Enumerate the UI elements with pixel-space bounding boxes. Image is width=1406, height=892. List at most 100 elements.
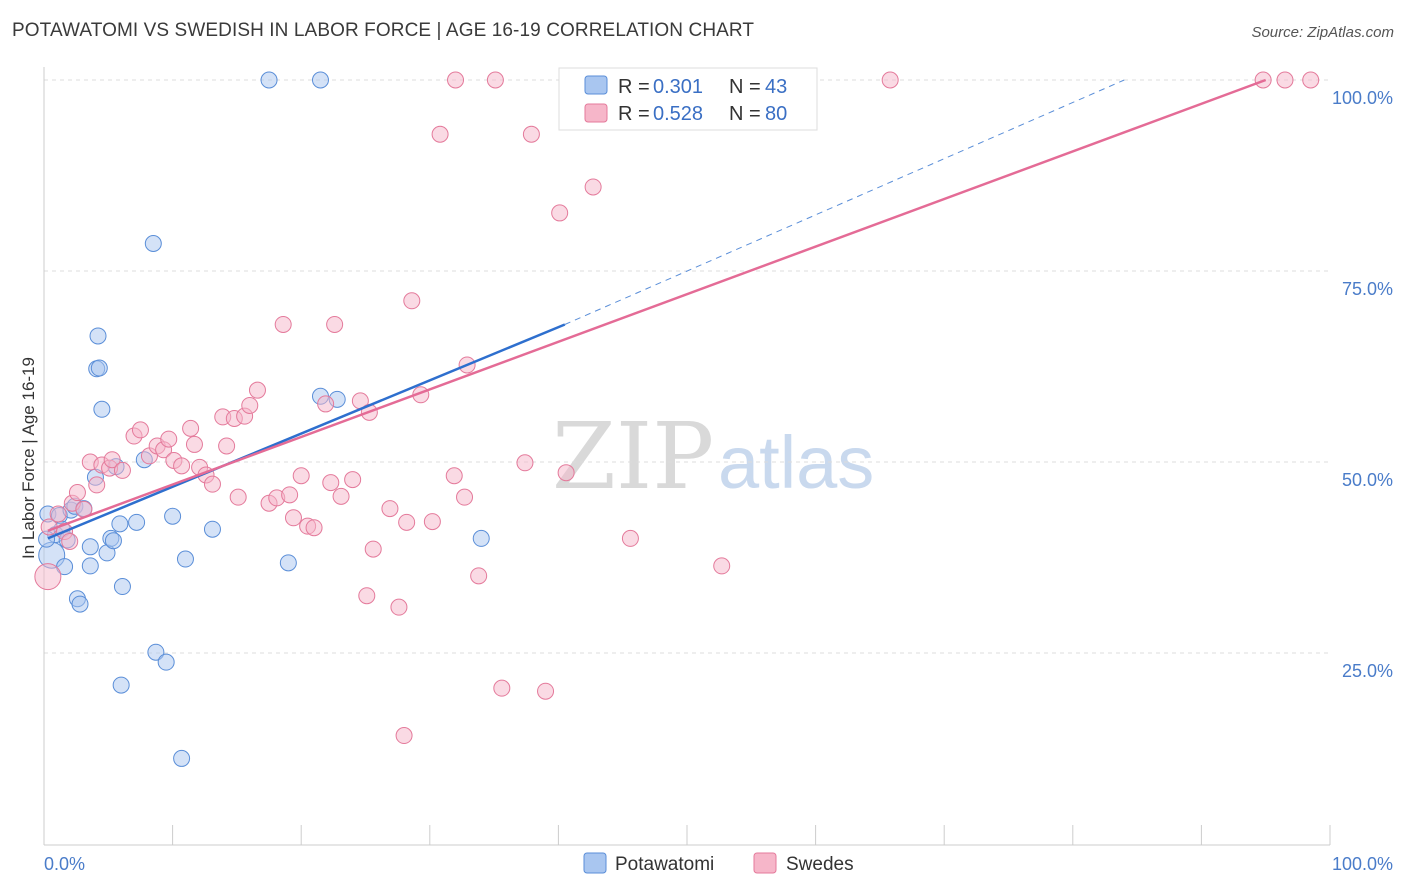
point-potawatomi bbox=[203, 520, 221, 538]
trend-line-swedes bbox=[47, 78, 1267, 532]
point-swedes bbox=[431, 125, 449, 143]
point-swedes bbox=[381, 500, 399, 518]
trend-layer bbox=[47, 78, 1267, 540]
y-tick-label-75: 75.0% bbox=[1342, 279, 1393, 299]
point-potawatomi bbox=[472, 529, 490, 547]
point-swedes bbox=[182, 419, 200, 437]
point-swedes bbox=[423, 513, 441, 531]
point-potawatomi bbox=[71, 595, 89, 613]
bottom-legend-label-potawatomi: Potawatomi bbox=[615, 854, 714, 875]
point-swedes bbox=[185, 435, 203, 453]
point-swedes bbox=[326, 315, 344, 333]
point-potawatomi bbox=[111, 515, 129, 533]
point-potawatomi bbox=[90, 359, 108, 377]
point-swedes bbox=[493, 679, 511, 697]
point-swedes bbox=[881, 71, 899, 89]
chart-title: POTAWATOMI VS SWEDISH IN LABOR FORCE | A… bbox=[12, 20, 755, 41]
point-potawatomi bbox=[113, 578, 131, 596]
legend-swatch-potawatomi bbox=[584, 75, 608, 95]
watermark: ZIP atlas bbox=[552, 403, 874, 510]
point-swedes bbox=[61, 532, 79, 550]
point-swedes bbox=[403, 292, 421, 310]
point-swedes bbox=[358, 587, 376, 605]
point-swedes bbox=[470, 567, 488, 585]
source-label: Source: ZipAtlas.com bbox=[1251, 24, 1394, 41]
point-swedes bbox=[292, 467, 310, 485]
point-potawatomi bbox=[164, 507, 182, 525]
legend-r-label-swedes: R = bbox=[618, 103, 650, 125]
point-swedes bbox=[1302, 71, 1320, 89]
point-potawatomi bbox=[104, 532, 122, 550]
point-potawatomi bbox=[112, 676, 130, 694]
point-swedes bbox=[284, 509, 302, 527]
watermark-zip: ZIP bbox=[552, 403, 714, 510]
point-potawatomi bbox=[157, 653, 175, 671]
point-potawatomi bbox=[89, 327, 107, 345]
point-swedes bbox=[486, 71, 504, 89]
point-swedes bbox=[203, 475, 221, 493]
point-swedes bbox=[49, 505, 67, 523]
point-potawatomi bbox=[81, 538, 99, 556]
legend-n-value-potawatomi: 43 bbox=[765, 76, 787, 98]
x-tick-label-min: 0.0% bbox=[44, 854, 85, 874]
point-swedes bbox=[88, 476, 106, 494]
bottom-legend-swatch-potawatomi bbox=[583, 852, 607, 874]
point-swedes bbox=[551, 204, 569, 222]
legend-r-value-potawatomi: 0.301 bbox=[653, 76, 703, 98]
point-swedes bbox=[274, 315, 292, 333]
gridlines bbox=[44, 79, 1330, 654]
point-swedes bbox=[522, 125, 540, 143]
point-swedes bbox=[713, 557, 731, 575]
point-potawatomi bbox=[147, 643, 165, 661]
trend-extension-potawatomi bbox=[564, 79, 1125, 325]
legend-r-value-swedes: 0.528 bbox=[653, 103, 703, 125]
point-swedes bbox=[557, 464, 575, 482]
legend-n-value-swedes: 80 bbox=[765, 103, 787, 125]
point-potawatomi bbox=[279, 554, 297, 572]
point-swedes bbox=[322, 474, 340, 492]
point-swedes bbox=[248, 381, 266, 399]
point-swedes bbox=[317, 395, 335, 413]
point-swedes bbox=[218, 437, 236, 455]
y-axis-label: In Labor Force | Age 16-19 bbox=[19, 357, 38, 559]
point-swedes bbox=[364, 540, 382, 558]
point-swedes bbox=[537, 682, 555, 700]
point-swedes bbox=[456, 488, 474, 506]
point-swedes bbox=[68, 484, 86, 502]
point-swedes bbox=[395, 727, 413, 745]
series-legend: Potawatomi Swedes bbox=[583, 852, 854, 875]
point-potawatomi bbox=[173, 749, 191, 767]
point-swedes bbox=[398, 513, 416, 531]
points-layer bbox=[34, 71, 1320, 767]
point-potawatomi bbox=[81, 557, 99, 575]
stats-legend: R = 0.301 N = 43 R = 0.528 N = 80 bbox=[558, 67, 818, 131]
point-swedes bbox=[103, 451, 121, 469]
axes bbox=[43, 67, 1331, 846]
y-tick-label-100: 100.0% bbox=[1332, 88, 1393, 108]
point-swedes bbox=[584, 178, 602, 196]
point-potawatomi bbox=[93, 400, 111, 418]
legend-swatch-swedes bbox=[584, 103, 608, 123]
point-swedes bbox=[173, 457, 191, 475]
bottom-legend-swatch-swedes bbox=[753, 852, 777, 874]
y-tick-label-50: 50.0% bbox=[1342, 470, 1393, 490]
point-swedes bbox=[1276, 71, 1294, 89]
legend-r-label-potawatomi: R = bbox=[618, 76, 650, 98]
x-tick-label-max: 100.0% bbox=[1332, 854, 1393, 874]
legend-n-label-potawatomi: N = bbox=[729, 76, 761, 98]
point-swedes bbox=[344, 471, 362, 489]
point-swedes bbox=[332, 487, 350, 505]
point-potawatomi bbox=[128, 513, 146, 531]
point-swedes bbox=[34, 563, 62, 591]
point-swedes bbox=[281, 486, 299, 504]
point-swedes bbox=[516, 454, 534, 472]
point-potawatomi bbox=[176, 550, 194, 568]
point-potawatomi bbox=[311, 71, 329, 89]
point-swedes bbox=[229, 488, 247, 506]
point-swedes bbox=[131, 421, 149, 439]
point-swedes bbox=[447, 71, 465, 89]
y-tick-label-25: 25.0% bbox=[1342, 661, 1393, 681]
point-swedes bbox=[445, 467, 463, 485]
point-swedes bbox=[305, 519, 323, 537]
